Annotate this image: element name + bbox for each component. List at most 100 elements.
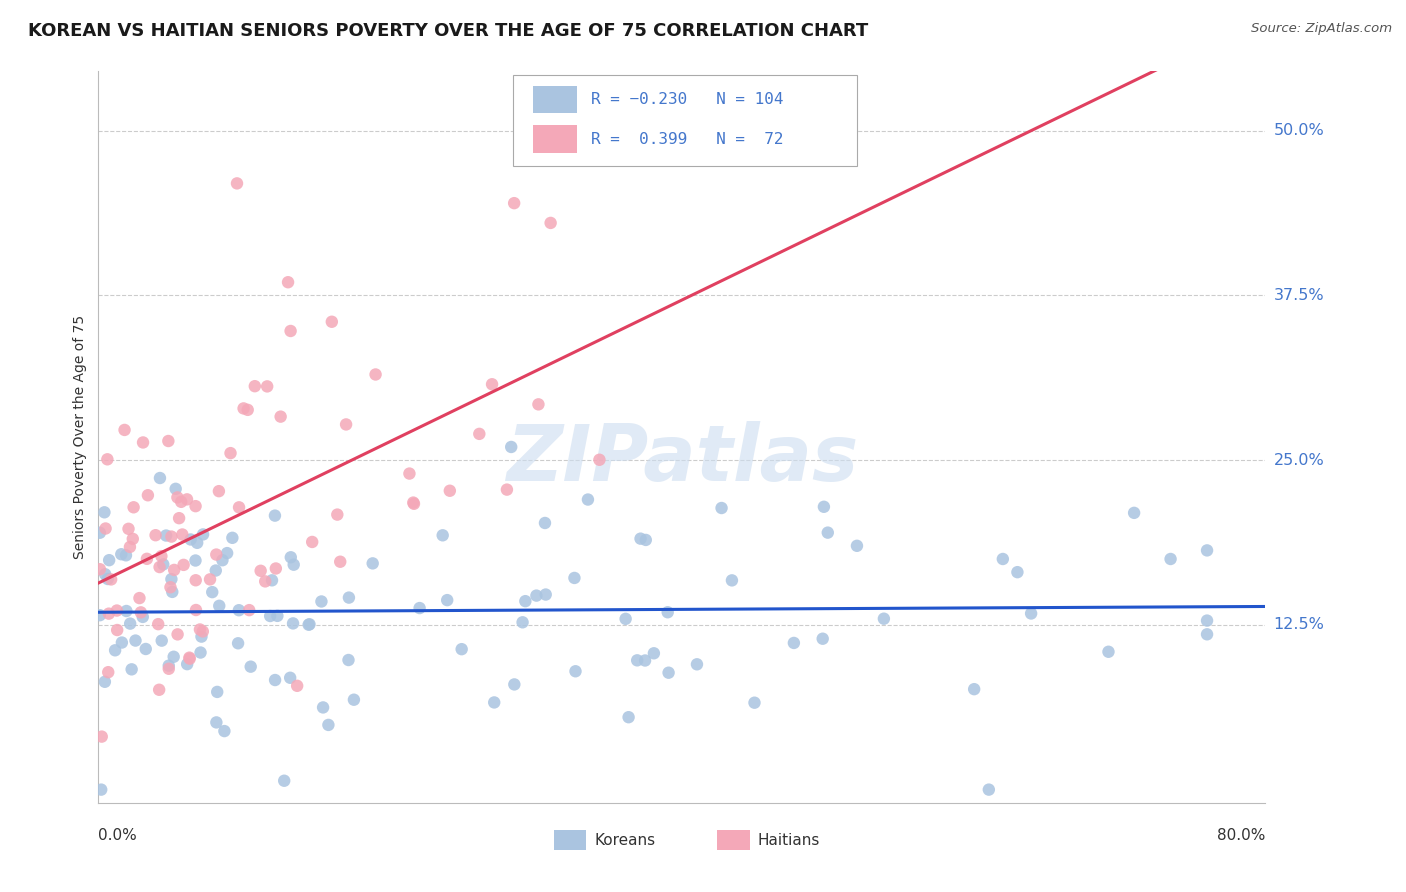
Point	[963, 682, 986, 697]
Point	[211, 553, 233, 567]
Point	[117, 522, 139, 536]
Point	[298, 617, 321, 632]
Point	[191, 624, 214, 639]
Point	[337, 591, 360, 605]
Point	[364, 368, 387, 382]
Point	[165, 482, 187, 496]
Point	[614, 612, 637, 626]
Point	[214, 724, 236, 739]
Point	[432, 528, 454, 542]
Point	[564, 665, 586, 679]
Point	[813, 500, 835, 514]
Point	[260, 574, 283, 588]
Point	[277, 275, 299, 289]
Text: 80.0%: 80.0%	[1218, 828, 1265, 843]
Point	[132, 435, 155, 450]
Point	[205, 548, 228, 562]
Text: ZIPatlas: ZIPatlas	[506, 421, 858, 497]
Point	[576, 492, 599, 507]
Point	[184, 574, 207, 588]
Point	[1007, 565, 1029, 579]
Point	[329, 555, 352, 569]
Point	[121, 662, 143, 676]
Point	[264, 508, 287, 523]
Point	[503, 196, 526, 211]
Point	[526, 589, 548, 603]
Point	[630, 532, 652, 546]
Point	[270, 409, 292, 424]
Point	[149, 471, 172, 485]
Point	[173, 558, 195, 572]
Bar	[533, 126, 576, 153]
Point	[184, 553, 207, 567]
Point	[1195, 614, 1218, 628]
Point	[484, 695, 506, 709]
Point	[180, 533, 202, 547]
Point	[564, 571, 586, 585]
Point	[254, 574, 277, 589]
Point	[163, 563, 186, 577]
Point	[232, 401, 254, 416]
Point	[115, 604, 138, 618]
Point	[481, 377, 503, 392]
Point	[783, 636, 806, 650]
Point	[128, 591, 150, 605]
Y-axis label: Seniors Poverty Over the Age of 75: Seniors Poverty Over the Age of 75	[73, 315, 87, 559]
Point	[172, 527, 194, 541]
Point	[312, 700, 335, 714]
Point	[273, 773, 295, 788]
Point	[450, 642, 472, 657]
Point	[721, 574, 744, 588]
Point	[436, 593, 458, 607]
Point	[534, 588, 557, 602]
Point	[301, 535, 323, 549]
Point	[817, 525, 839, 540]
Point	[124, 633, 146, 648]
Point	[148, 617, 170, 632]
Point	[361, 557, 384, 571]
Point	[266, 608, 288, 623]
Point	[201, 585, 224, 599]
Point	[335, 417, 357, 432]
Point	[157, 434, 180, 448]
Point	[326, 508, 349, 522]
Point	[157, 658, 180, 673]
Point	[408, 601, 430, 615]
Text: Haitians: Haitians	[758, 832, 820, 847]
Point	[94, 521, 117, 535]
Point	[658, 665, 681, 680]
Point	[157, 662, 180, 676]
Point	[503, 677, 526, 691]
Point	[98, 553, 121, 567]
Point	[188, 623, 211, 637]
Point	[846, 539, 869, 553]
Text: KOREAN VS HAITIAN SENIORS POVERTY OVER THE AGE OF 75 CORRELATION CHART: KOREAN VS HAITIAN SENIORS POVERTY OVER T…	[28, 22, 869, 40]
Point	[318, 718, 340, 732]
Point	[228, 603, 250, 617]
Point	[811, 632, 834, 646]
Point	[226, 177, 249, 191]
Point	[208, 599, 231, 613]
Point	[204, 564, 226, 578]
Point	[179, 650, 201, 665]
Point	[236, 402, 259, 417]
Point	[111, 635, 134, 649]
Point	[285, 679, 308, 693]
Point	[226, 636, 249, 650]
Point	[205, 685, 228, 699]
Point	[89, 525, 111, 540]
Point	[1195, 627, 1218, 641]
Point	[160, 530, 183, 544]
Point	[991, 552, 1014, 566]
Point	[501, 440, 523, 454]
Point	[873, 612, 896, 626]
Point	[634, 653, 657, 667]
Point	[343, 692, 366, 706]
Point	[221, 531, 243, 545]
Text: R =  0.399   N =  72: R = 0.399 N = 72	[591, 132, 783, 147]
Point	[93, 505, 115, 519]
Point	[205, 715, 228, 730]
Point	[150, 633, 173, 648]
Point	[166, 491, 188, 505]
Point	[238, 603, 260, 617]
